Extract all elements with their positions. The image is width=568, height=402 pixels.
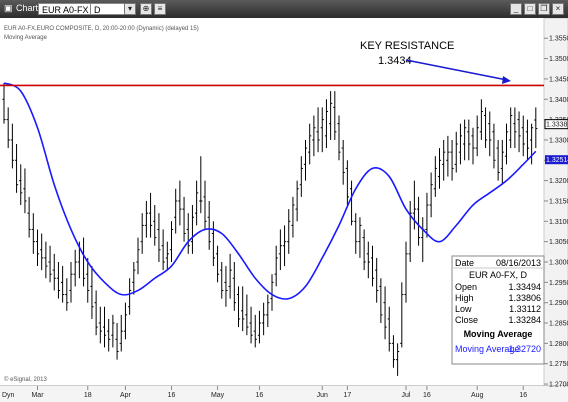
chart-icon: ▣ bbox=[4, 3, 13, 13]
annotation-arrow-head bbox=[502, 76, 511, 84]
y-tick-label: 1.29000 bbox=[549, 300, 568, 307]
annotation-arrow bbox=[405, 59, 508, 81]
info-high-value: 1.33806 bbox=[508, 293, 541, 303]
y-tick-label: 1.35000 bbox=[549, 56, 568, 63]
last-price-tag-label: 1.33388 bbox=[546, 122, 568, 129]
y-tick-label: 1.30500 bbox=[549, 239, 568, 246]
x-tick-label: 17 bbox=[343, 392, 351, 399]
moving-average-line bbox=[3, 82, 537, 300]
y-tick-label: 1.31500 bbox=[549, 198, 568, 205]
settings-button[interactable]: ≡ bbox=[154, 3, 166, 15]
y-tick-label: 1.33000 bbox=[549, 137, 568, 144]
interval-dropdown-button[interactable]: ▾ bbox=[124, 3, 136, 15]
maximize-button[interactable]: □ bbox=[524, 3, 536, 15]
y-tick-label: 1.34500 bbox=[549, 76, 568, 83]
info-close-value: 1.33284 bbox=[508, 315, 541, 325]
window-title: Chart bbox=[16, 3, 39, 13]
info-ma-label: Moving Average bbox=[455, 344, 519, 354]
info-open-value: 1.33494 bbox=[508, 282, 541, 292]
x-tick-label: 16 bbox=[168, 392, 176, 399]
x-tick-label: Mar bbox=[31, 392, 44, 399]
y-tick-label: 1.34000 bbox=[549, 97, 568, 104]
price-chart[interactable]: 1.27000 1.27500 1.28000 1.28500 1.29000 1.295… bbox=[0, 18, 568, 402]
title-bar: ▣ Chart EUR A0-FX ▾ D ▾ ⊕ ≡ _ □ ❐ × bbox=[0, 0, 568, 19]
dyn-label[interactable]: Dyn bbox=[2, 392, 15, 399]
y-tick-label: 1.29500 bbox=[549, 280, 568, 287]
y-tick-label: 1.27000 bbox=[549, 382, 568, 389]
restore-button[interactable]: ❐ bbox=[538, 3, 550, 15]
x-tick-label: May bbox=[211, 392, 225, 399]
info-low-label: Low bbox=[455, 304, 472, 314]
info-ma-value: 1.32720 bbox=[508, 344, 541, 354]
info-ma-title: Moving Average bbox=[464, 329, 533, 339]
x-tick-label: Apr bbox=[120, 392, 132, 399]
info-high-label: High bbox=[455, 293, 474, 303]
x-tick-label: 16 bbox=[256, 392, 264, 399]
x-tick-label: 16 bbox=[423, 392, 431, 399]
annotation-value: 1.3434 bbox=[378, 55, 412, 67]
info-close-label: Close bbox=[455, 315, 478, 325]
y-tick-label: 1.27500 bbox=[549, 361, 568, 368]
y-tick-label: 1.32000 bbox=[549, 178, 568, 185]
x-tick-label: Jun bbox=[317, 392, 328, 399]
info-date-label: Date bbox=[455, 258, 474, 268]
info-date-value: 08/16/2013 bbox=[496, 258, 541, 268]
info-open-label: Open bbox=[455, 282, 477, 292]
y-tick-label: 1.31000 bbox=[549, 219, 568, 226]
y-tick-label: 1.28500 bbox=[549, 321, 568, 328]
info-panel: Date 08/16/2013 EUR A0-FX, D Open 1.3349… bbox=[451, 255, 545, 365]
link-button[interactable]: ⊕ bbox=[140, 3, 152, 15]
annotation-label: KEY RESISTANCE bbox=[360, 40, 454, 52]
minimize-button[interactable]: _ bbox=[510, 3, 522, 15]
ma-price-tag bbox=[545, 155, 568, 165]
copyright-text: © eSignal, 2013 bbox=[4, 376, 47, 383]
info-symbol: EUR A0-FX, D bbox=[469, 270, 528, 280]
y-tick-label: 1.28000 bbox=[549, 341, 568, 348]
last-price-tag bbox=[544, 119, 568, 130]
header-line-2: Moving Average bbox=[4, 35, 48, 41]
header-line-1: EUR A0-FX,EURO COMPOSITE, D, 20:00-20:00… bbox=[4, 26, 199, 32]
y-tick-label: 1.30000 bbox=[549, 259, 568, 266]
y-tick-label: 1.35500 bbox=[549, 36, 568, 43]
time-axis bbox=[0, 386, 568, 402]
x-tick-label: Aug bbox=[471, 392, 484, 399]
x-tick-label: 18 bbox=[84, 392, 92, 399]
x-tick-label: 16 bbox=[519, 392, 527, 399]
info-low-value: 1.33112 bbox=[509, 304, 541, 314]
close-button[interactable]: × bbox=[552, 3, 564, 15]
ma-price-tag-label: 1.32514 bbox=[546, 157, 568, 164]
x-tick-label: Jul bbox=[402, 392, 411, 399]
